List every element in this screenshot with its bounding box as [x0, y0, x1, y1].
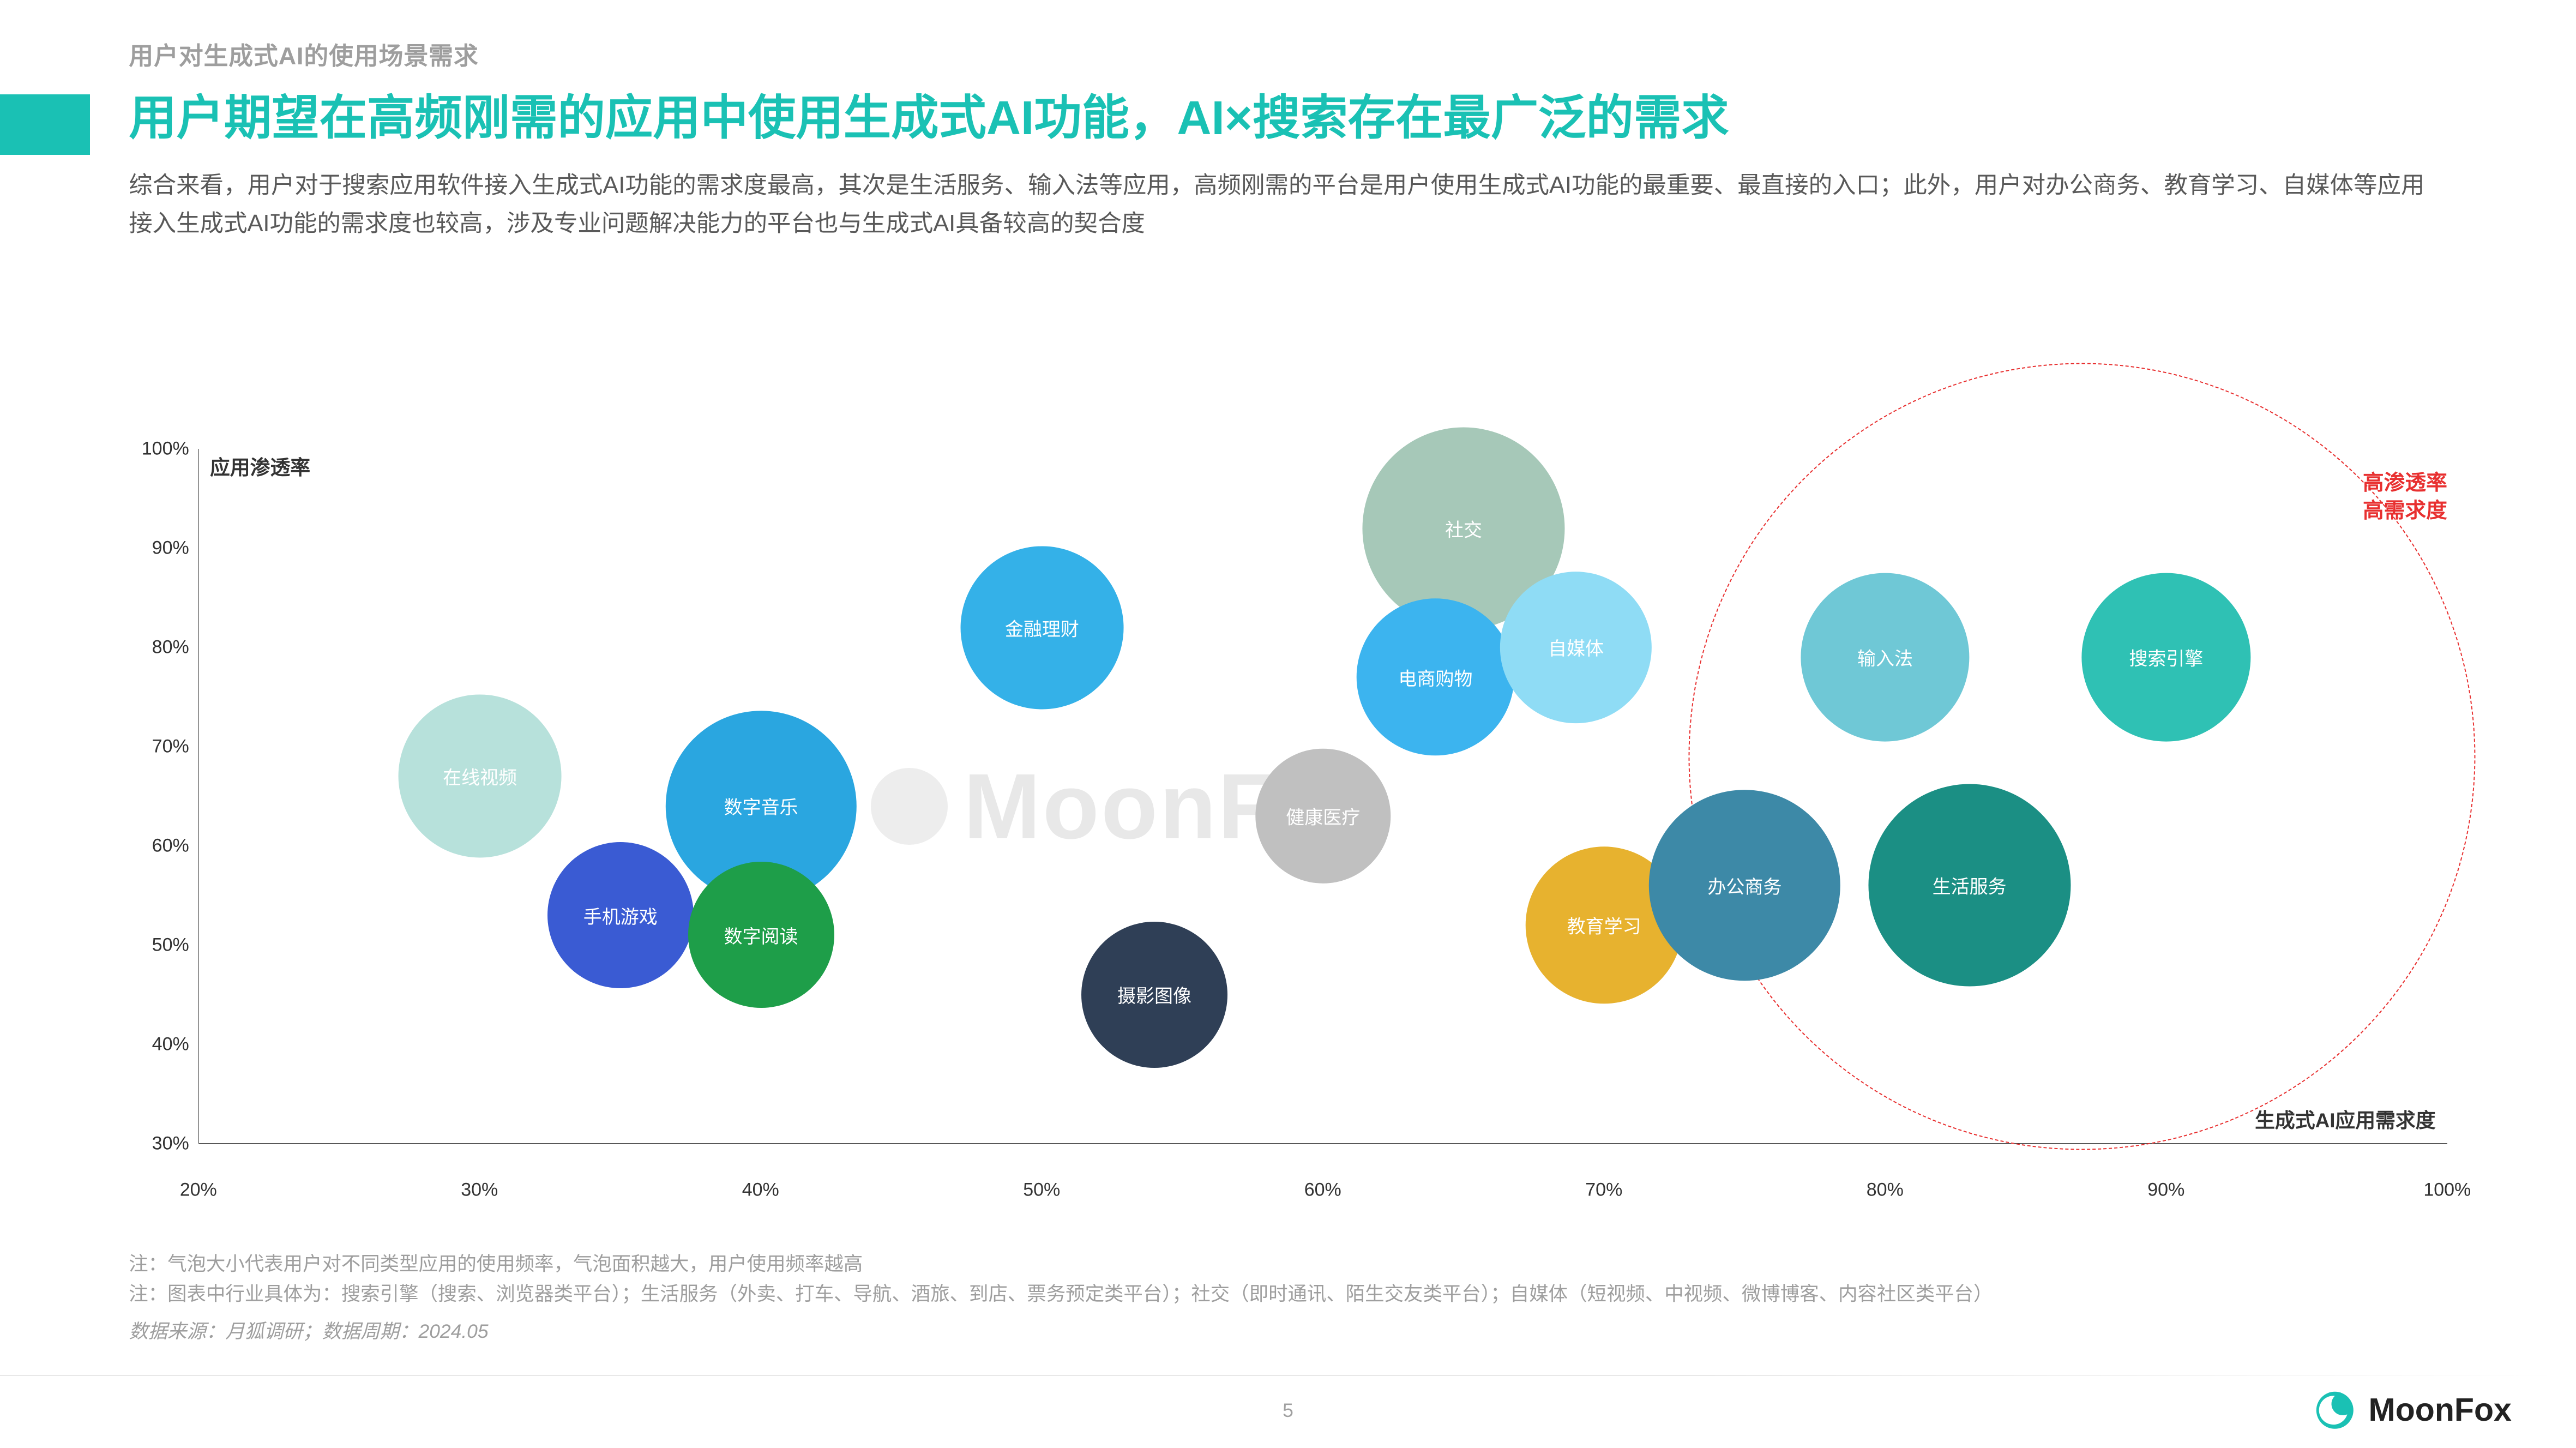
subtitle: 综合来看，用户对于搜索应用软件接入生成式AI功能的需求度最高，其次是生活服务、输… [129, 167, 2447, 243]
slide: 用户对生成式AI的使用场景需求 用户期望在高频刚需的应用中使用生成式AI功能，A… [0, 0, 2576, 1448]
brand-text: MoonFox [2369, 1391, 2512, 1428]
bubble: 在线视频 [399, 695, 562, 858]
data-source: 数据来源：月狐调研；数据周期：2024.05 [129, 1317, 2447, 1347]
y-tick: 40% [129, 1034, 189, 1055]
x-tick: 60% [1304, 1179, 1341, 1200]
y-tick: 100% [129, 438, 189, 460]
highlight-line1: 高渗透率 [2363, 470, 2447, 497]
x-tick: 40% [742, 1179, 779, 1200]
bubble: 办公商务 [1649, 790, 1840, 981]
header: 用户对生成式AI的使用场景需求 用户期望在高频刚需的应用中使用生成式AI功能，A… [129, 36, 2447, 243]
highlight-label: 高渗透率 高需求度 [2363, 470, 2447, 525]
bubble: 手机游戏 [547, 842, 694, 988]
x-tick: 20% [180, 1179, 217, 1200]
x-tick: 100% [2423, 1179, 2471, 1200]
bubble: 金融理财 [960, 546, 1123, 709]
bubble: 搜索引擎 [2082, 573, 2250, 741]
kicker: 用户对生成式AI的使用场景需求 [129, 36, 2447, 71]
bubble: 生活服务 [1868, 784, 2071, 987]
x-tick: 90% [2147, 1179, 2184, 1200]
y-tick: 60% [129, 836, 189, 857]
footnote-2: 注：图表中行业具体为：搜索引擎（搜索、浏览器类平台）；生活服务（外卖、打车、导航… [129, 1279, 2447, 1309]
moonfox-logo-icon [2314, 1390, 2356, 1431]
y-tick: 90% [129, 538, 189, 559]
footnote-1: 注：气泡大小代表用户对不同类型应用的使用频率，气泡面积越大，用户使用频率越高 [129, 1249, 2447, 1279]
x-tick: 50% [1023, 1179, 1060, 1200]
plot-area: 高渗透率 高需求度 在线视频手机游戏数字音乐数字阅读金融理财摄影图像健康医疗社交… [198, 449, 2447, 1144]
x-tick: 70% [1585, 1179, 1622, 1200]
y-tick: 50% [129, 935, 189, 956]
y-tick: 80% [129, 637, 189, 658]
bubble: 自媒体 [1500, 572, 1652, 723]
bubble: 电商购物 [1357, 598, 1514, 756]
page-number: 5 [1283, 1399, 1293, 1422]
footnotes: 注：气泡大小代表用户对不同类型应用的使用频率，气泡面积越大，用户使用频率越高 注… [129, 1249, 2447, 1347]
bubble-chart: 应用渗透率 生成式AI应用需求度 MoonFox 高渗透率 高需求度 在线视频手… [129, 449, 2447, 1173]
x-tick: 30% [461, 1179, 498, 1200]
bubble: 健康医疗 [1256, 748, 1391, 883]
brand: MoonFox [2314, 1390, 2512, 1431]
bubble: 摄影图像 [1081, 922, 1227, 1068]
bubble: 数字阅读 [688, 862, 834, 1008]
y-tick: 30% [129, 1133, 189, 1155]
highlight-circle [1688, 363, 2475, 1150]
y-tick: 70% [129, 736, 189, 758]
page-title: 用户期望在高频刚需的应用中使用生成式AI功能，AI×搜索存在最广泛的需求 [129, 87, 2447, 149]
accent-bar [0, 94, 90, 155]
highlight-line2: 高需求度 [2363, 497, 2447, 525]
bubble: 输入法 [1801, 573, 1969, 741]
x-tick: 80% [1867, 1179, 1904, 1200]
